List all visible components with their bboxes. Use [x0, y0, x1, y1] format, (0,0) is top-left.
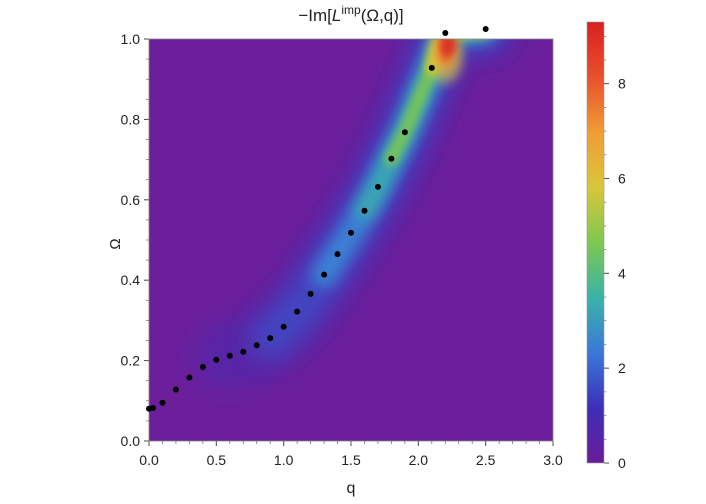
y-axis: 0.0 0.2 0.4 0.6 0.8 1.0 — [121, 31, 149, 449]
y-tick-label: 1.0 — [121, 31, 141, 47]
data-point — [374, 183, 381, 190]
data-point — [226, 352, 233, 359]
x-tick-label: 2.5 — [476, 452, 496, 468]
y-tick-label: 0.8 — [121, 111, 141, 127]
x-tick-label: 0.0 — [139, 452, 159, 468]
data-point — [172, 386, 179, 393]
colorbar — [586, 21, 605, 464]
title-prefix: −Im[ — [298, 6, 332, 25]
data-point — [267, 335, 274, 342]
title-suffix: (Ω,q)] — [361, 6, 404, 25]
data-point — [428, 64, 435, 71]
data-point — [307, 290, 314, 297]
data-point — [240, 348, 247, 355]
colorbar-ticks: 0 2 4 6 8 — [604, 35, 626, 471]
x-axis: 0.0 0.5 1.0 1.5 2.0 2.5 3.0 — [139, 441, 563, 468]
y-axis-label: Ω — [107, 238, 124, 249]
x-tick-label: 1.5 — [341, 452, 361, 468]
colorbar-tick-label: 2 — [618, 360, 626, 376]
data-point — [186, 374, 193, 381]
data-point — [442, 30, 449, 36]
data-point — [150, 405, 156, 411]
colorbar-tick-label: 0 — [618, 455, 626, 471]
heatmap-peak-core — [439, 39, 457, 57]
data-point — [213, 356, 220, 363]
x-tick-label: 1.0 — [274, 452, 294, 468]
heatmap-peak — [423, 39, 468, 90]
data-point — [361, 207, 368, 214]
y-tick-label: 0.4 — [121, 272, 141, 288]
x-tick-label: 2.0 — [409, 452, 429, 468]
x-axis-label: q — [347, 480, 356, 497]
data-point — [159, 399, 166, 406]
data-point — [321, 271, 328, 278]
chart-title: −Im[Limp(Ω,q)] — [298, 3, 403, 25]
heatmap-field — [149, 39, 553, 441]
colorbar-tick-label: 4 — [618, 265, 626, 281]
colorbar-tick-label: 8 — [618, 76, 626, 92]
data-point — [482, 26, 489, 32]
data-point — [348, 229, 354, 236]
title-superscript: imp — [341, 3, 361, 17]
colorbar-tick-label: 6 — [618, 170, 626, 186]
data-point — [334, 251, 341, 258]
data-point — [294, 308, 301, 315]
y-tick-label: 0.2 — [121, 353, 141, 369]
data-point — [253, 342, 260, 349]
y-tick-label: 0.6 — [121, 192, 141, 208]
title-symbol: L — [332, 6, 341, 25]
x-tick-label: 0.5 — [207, 452, 227, 468]
data-points — [146, 26, 489, 412]
x-tick-label: 3.0 — [543, 452, 563, 468]
data-point — [401, 129, 408, 136]
data-point — [280, 323, 287, 330]
data-point — [388, 155, 395, 162]
data-point — [199, 364, 206, 370]
y-tick-label: 0.0 — [121, 433, 141, 449]
